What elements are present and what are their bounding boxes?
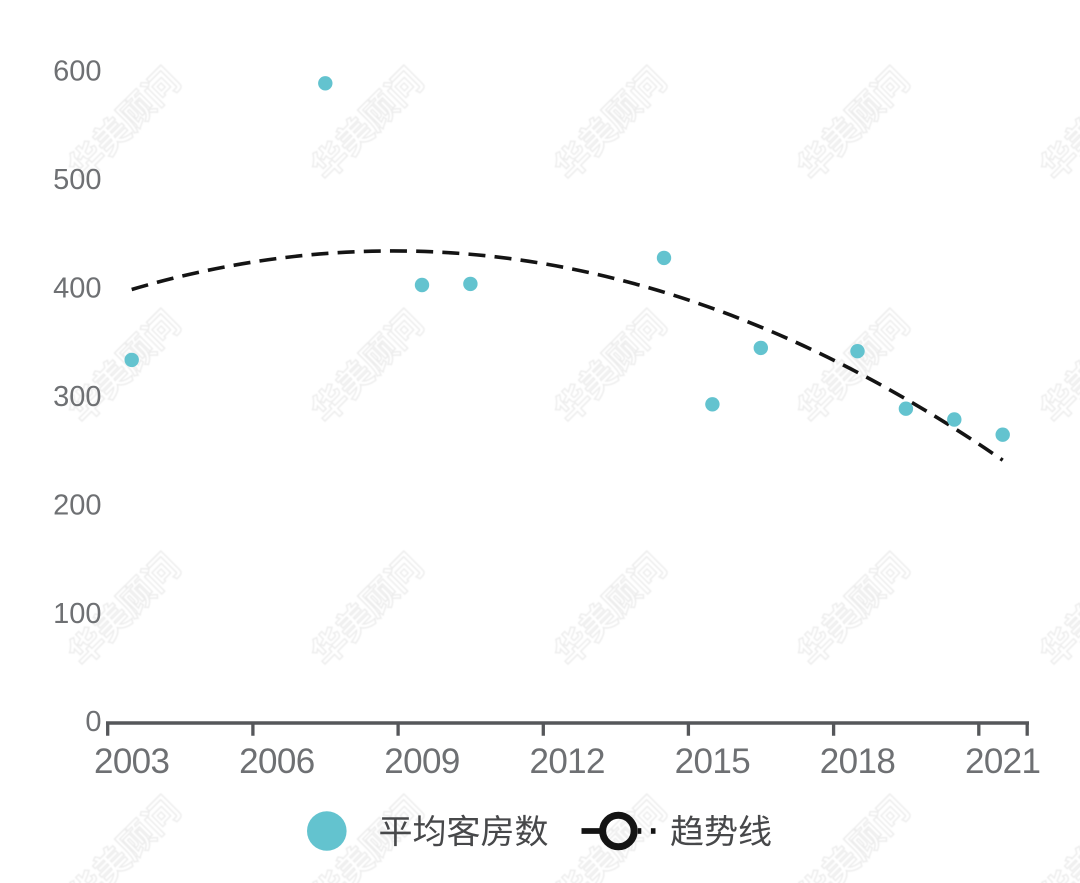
svg-text:0: 0 [85, 706, 101, 738]
svg-text:600: 600 [53, 56, 101, 88]
svg-text:500: 500 [53, 164, 101, 196]
svg-text:2015: 2015 [675, 742, 750, 781]
svg-text:2003: 2003 [94, 742, 169, 781]
svg-text:2009: 2009 [384, 742, 459, 781]
svg-text:2021: 2021 [965, 742, 1040, 781]
svg-text:300: 300 [53, 381, 101, 413]
svg-text:2012: 2012 [529, 742, 604, 781]
svg-text:2006: 2006 [239, 742, 314, 781]
svg-text:2018: 2018 [820, 742, 895, 781]
svg-text:100: 100 [53, 598, 101, 630]
svg-text:400: 400 [53, 272, 101, 304]
svg-text:200: 200 [53, 489, 101, 521]
